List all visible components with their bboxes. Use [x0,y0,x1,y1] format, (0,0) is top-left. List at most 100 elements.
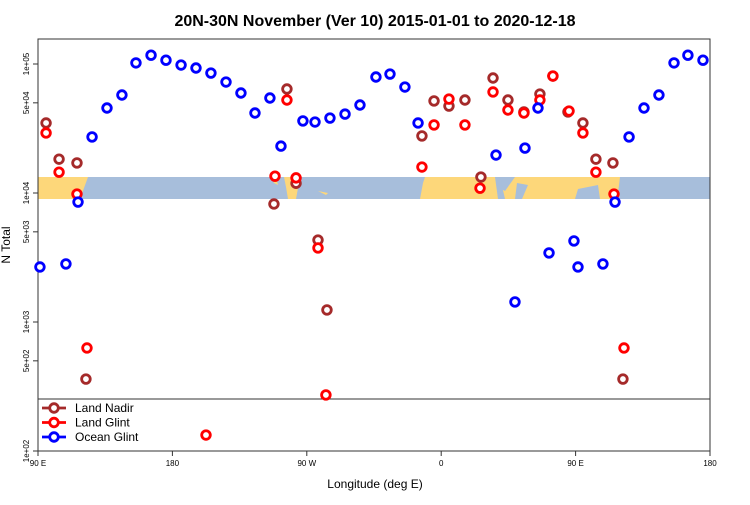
ocean-glint-point [370,71,382,83]
world-map-band [38,177,710,199]
ocean-glint-point [384,68,396,80]
land-nadir-point [71,157,83,169]
land-nadir-point [321,304,333,316]
land-nadir-point [281,83,293,95]
ocean-glint-point [399,81,411,93]
ocean-glint-point [519,142,531,154]
land-glint-point [547,70,559,82]
ocean-glint-point [543,247,555,259]
land-nadir-point [487,72,499,84]
land-nadir-point [475,171,487,183]
land-glint-point [577,127,589,139]
y-tick-label: 1e+05 [22,52,31,75]
land-glint-point [459,119,471,131]
land-glint-point [416,161,428,173]
ocean-glint-point [638,102,650,114]
ocean-glint-legend-label: Ocean Glint [75,430,139,444]
land-glint-point [618,342,630,354]
land-glint-legend-label: Land Glint [75,416,130,430]
land-glint-point [590,166,602,178]
ocean-glint-point [297,115,309,127]
land-nadir-point [80,373,92,385]
x-tick-label: 90 E [567,459,583,468]
land-glint-point [320,389,332,401]
land-glint-point [290,172,302,184]
land-glint-point [474,182,486,194]
ocean-glint-point [160,54,172,66]
data-points [34,49,709,441]
ocean-glint-point [72,196,84,208]
ocean-glint-point [609,196,621,208]
x-tick-label: 180 [166,459,180,468]
ocean-glint-point [116,89,128,101]
ocean-glint-point [309,116,321,128]
land-glint-point [281,94,293,106]
ocean-glint-point [490,149,502,161]
land-area [318,191,328,195]
ocean-glint-point [509,296,521,308]
land-nadir-point [577,117,589,129]
y-tick-label: 1e+03 [22,310,31,333]
ocean-glint-point [264,92,276,104]
land-nadir-point [607,157,619,169]
ocean-glint-point [653,89,665,101]
y-tick-label: 5e+02 [22,349,31,372]
land-nadir-point [53,153,65,165]
land-glint-legend-marker [48,416,60,429]
y-tick-label: 5e+04 [22,91,31,114]
x-tick-label: 90 W [297,459,316,468]
ocean-glint-point [130,57,142,69]
ocean-glint-point [235,87,247,99]
ocean-glint-point [145,49,157,61]
ocean-glint-point [697,54,709,66]
land-nadir-point [459,94,471,106]
ocean-glint-point [101,102,113,114]
persian-gulf [515,183,528,199]
land-glint-point [53,166,65,178]
ocean-glint-point [275,140,287,152]
y-tick-label: 5e+03 [22,220,31,243]
land-nadir-point [268,198,280,210]
red-sea [495,177,505,199]
x-tick-label: 180 [703,459,717,468]
land-nadir-point [40,117,52,129]
land-nadir-point [416,130,428,142]
land-glint-point [40,127,52,139]
land-glint-point [312,242,324,254]
ocean-glint-point [668,57,680,69]
chart-title: 20N-30N November (Ver 10) 2015-01-01 to … [174,13,575,30]
land-glint-point [269,170,281,182]
land-glint-point [443,93,455,105]
ocean-glint-point [249,107,261,119]
ocean-glint-point [190,62,202,74]
land-nadir-point [590,153,602,165]
ocean-glint-point [60,258,72,270]
ocean-glint-point [532,102,544,114]
land-area [530,179,535,185]
ocean-glint-point [86,131,98,143]
ocean-glint-point [597,258,609,270]
land-glint-point [487,86,499,98]
y-axis: 1e+02 5e+02 1e+03 5e+03 1e+04 5e+04 1e+05 [22,52,38,462]
land-glint-point [563,105,575,117]
ocean-glint-point [682,49,694,61]
land-nadir-point [502,94,514,106]
y-tick-label: 1e+02 [22,439,31,462]
ocean-glint-point [220,76,232,88]
land-glint-point [502,104,514,116]
ocean-glint-legend-marker [48,431,60,443]
ocean-glint-point [568,235,580,247]
ocean-glint-point [354,99,366,111]
ocean-glint-point [324,112,336,124]
ocean-glint-point [175,59,187,71]
x-tick-label: 90 E [30,459,46,468]
x-axis: 90 E 180 90 W 0 90 E 180 [30,451,717,468]
land-glint-point [518,107,530,119]
ocean-glint-point [572,261,584,273]
ocean-glint-point [623,131,635,143]
ocean-glint-point [339,108,351,120]
land-glint-point [81,342,93,354]
land-nadir-legend-marker [48,402,60,414]
ocean-glint-point [34,261,46,273]
